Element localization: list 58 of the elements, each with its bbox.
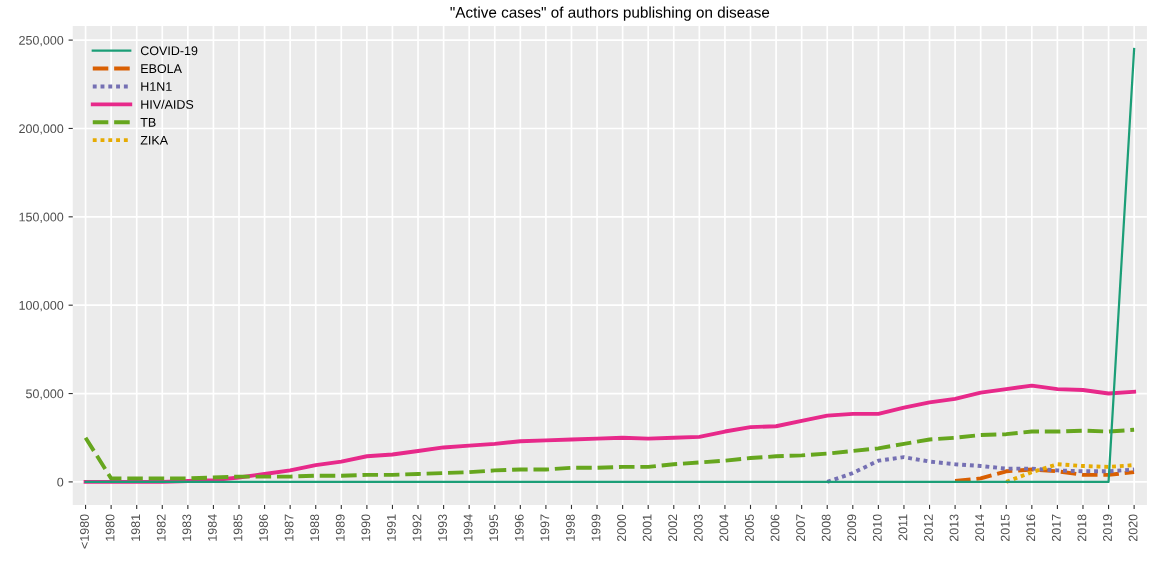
y-tick-label: 150,000 <box>19 212 64 223</box>
x-tick-label: 1993 <box>438 514 447 541</box>
x-tick-label: 1988 <box>310 514 320 541</box>
x-tick-label: 2006 <box>770 514 780 542</box>
x-tick-label: 1997 <box>540 514 550 541</box>
y-tick-label: 250,000 <box>19 35 64 47</box>
x-tick-label: 1980 <box>105 514 115 541</box>
x-tick-label: <1980 <box>80 514 89 549</box>
x-tick-label: 1996 <box>514 514 524 541</box>
x-tick-label: 2003 <box>693 514 703 542</box>
y-tick-label: 0 <box>57 477 64 487</box>
x-tick-label: 2002 <box>668 514 678 542</box>
x-tick-label: 1998 <box>565 514 575 541</box>
y-tick-label: 200,000 <box>19 124 64 135</box>
legend-label: H1N1 <box>141 82 172 91</box>
x-tick-label: 1991 <box>386 514 396 541</box>
x-tick-label: 2013 <box>949 514 959 542</box>
x-tick-label: 2019 <box>1103 514 1112 542</box>
x-tick-label: 1989 <box>335 514 345 541</box>
y-tick-label: 50,000 <box>26 389 64 400</box>
x-tick-label: 2010 <box>872 514 882 542</box>
line-series <box>825 455 1137 484</box>
legend-label: HIV/AIDS <box>141 99 194 109</box>
x-tick-label: 1995 <box>489 514 499 541</box>
x-tick-label: 1985 <box>233 514 243 541</box>
line-series <box>953 467 1137 483</box>
x-tick-label: 2017 <box>1051 514 1061 542</box>
legend-label: COVID-19 <box>140 46 198 56</box>
x-tick-label: 2011 <box>898 514 908 541</box>
x-tick-label: 2012 <box>924 514 933 542</box>
x-tick-label: 2018 <box>1077 514 1087 542</box>
x-tick-label: 1987 <box>284 514 294 541</box>
x-tick-label: 1984 <box>207 514 217 541</box>
line-series <box>83 427 1137 481</box>
x-tick-label: 1983 <box>182 514 192 541</box>
x-tick-label: 1992 <box>412 514 422 541</box>
x-tick-label: 1982 <box>156 514 166 541</box>
legend-label: ZIKA <box>140 135 169 145</box>
x-tick-label: 1994 <box>463 514 473 541</box>
y-tick-label: 100,000 <box>19 300 64 312</box>
x-tick-label: 1986 <box>259 514 268 541</box>
x-tick-label: 1999 <box>591 514 601 541</box>
x-tick-label: 1981 <box>131 514 141 541</box>
x-tick-label: 2014 <box>975 514 985 542</box>
x-tick-label: 2009 <box>847 514 857 542</box>
x-tick-label: 2000 <box>617 514 626 542</box>
x-tick-label: 2008 <box>821 514 831 542</box>
legend-label: EBOLA <box>141 64 182 74</box>
x-tick-label: 2007 <box>796 514 806 542</box>
x-tick-label: 2016 <box>1026 514 1036 542</box>
x-tick-label: 2015 <box>1000 514 1010 542</box>
x-tick-label: 2001 <box>642 514 652 542</box>
x-tick-label: 1990 <box>361 514 371 541</box>
legend-label: TB <box>140 118 156 127</box>
chart-title: "Active cases" of authors publishing on disease <box>450 6 770 21</box>
x-tick-label: 2004 <box>719 514 729 542</box>
x-tick-label: 2005 <box>745 514 754 542</box>
x-tick-label: 2020 <box>1128 514 1138 542</box>
